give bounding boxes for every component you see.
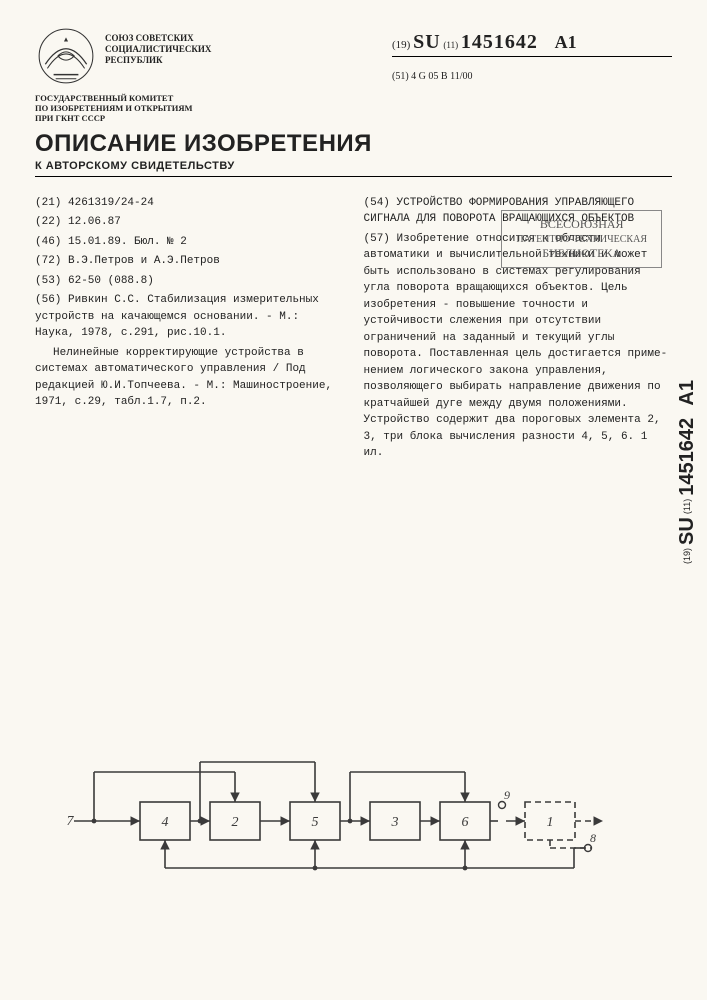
- ipc-class: (51) 4 G 05 B 11/00: [392, 71, 672, 82]
- title-rule: [35, 176, 672, 177]
- svg-text:4: 4: [162, 815, 169, 830]
- svg-text:8: 8: [590, 831, 596, 845]
- cc-prefix: (19): [392, 39, 410, 51]
- stamp-l1: ВСЕСОЮЗНАЯ: [516, 217, 647, 233]
- svg-text:6: 6: [462, 815, 469, 830]
- ipc-code: G 05 B 11/00: [419, 71, 473, 82]
- header-right: (19) SU (11) 1451642 A1 (51) 4 G 05 B 11…: [392, 25, 672, 82]
- doc-number: 1451642: [461, 31, 538, 53]
- left-column: (21) 4261319/24-24 (22) 12.06.87 (46) 15…: [35, 195, 344, 465]
- svg-text:7: 7: [67, 814, 75, 829]
- main-title: ОПИСАНИЕ ИЗОБРЕТЕНИЯ: [35, 130, 672, 158]
- svg-text:9: 9: [504, 788, 510, 802]
- diagram-svg: 7 4 2 5 3 6 1 9 8: [60, 750, 620, 910]
- header-row: СОЮЗ СОВЕТСКИХ СОЦИАЛИСТИЧЕСКИХ РЕСПУБЛИ…: [35, 25, 672, 87]
- field-46: (46) 15.01.89. Бюл. № 2: [35, 234, 344, 251]
- stamp-l2: ПАТЕНТНО-ТЕХНИЧЕСКАЯ: [516, 233, 647, 246]
- field-56: (56) Ривкин С.С. Стабилизация изме­рител…: [35, 292, 344, 342]
- subtitle: К АВТОРСКОМУ СВИДЕТЕЛЬСТВУ: [35, 160, 672, 172]
- field-21: (21) 4261319/24-24: [35, 195, 344, 212]
- side-a1: A1: [676, 380, 698, 406]
- field-53: (53) 62-50 (088.8): [35, 273, 344, 290]
- block-diagram: 7 4 2 5 3 6 1 9 8: [60, 750, 620, 930]
- ussr-emblem-icon: [35, 25, 97, 87]
- header-rule: [392, 56, 672, 57]
- svg-text:5: 5: [312, 815, 319, 830]
- field-22: (22) 12.06.87: [35, 214, 344, 231]
- side-prefix2: (11): [682, 499, 692, 514]
- side-label: (19) SU (11) 1451642 A1: [676, 380, 699, 564]
- kind-code: A1: [555, 32, 577, 52]
- ref-2: Нелинейные корректирующие устрой­ства в …: [35, 345, 344, 411]
- side-prefix: (19): [682, 548, 692, 564]
- svg-text:3: 3: [391, 815, 399, 830]
- svg-text:2: 2: [232, 815, 239, 830]
- side-su: SU: [676, 517, 698, 545]
- stamp-l3: БИБЛИОТЕКА: [516, 246, 647, 262]
- docnum-prefix: (11): [443, 40, 458, 50]
- field-72: (72) В.Э.Петров и А.Э.Петров: [35, 253, 344, 270]
- ipc-prefix: (51) 4: [392, 71, 416, 82]
- library-stamp: ВСЕСОЮЗНАЯ ПАТЕНТНО-ТЕХНИЧЕСКАЯ БИБЛИОТЕ…: [501, 210, 662, 268]
- page: СОЮЗ СОВЕТСКИХ СОЦИАЛИСТИЧЕСКИХ РЕСПУБЛИ…: [0, 0, 707, 1000]
- union-text: СОЮЗ СОВЕТСКИХ СОЦИАЛИСТИЧЕСКИХ РЕСПУБЛИ…: [105, 33, 211, 65]
- pub-line: (19) SU (11) 1451642 A1: [392, 31, 672, 54]
- country-code: SU: [413, 31, 441, 53]
- committee: ГОСУДАРСТВЕННЫЙ КОМИТЕТ ПО ИЗОБРЕТЕНИЯМ …: [35, 93, 672, 124]
- side-num: 1451642: [676, 418, 698, 496]
- svg-text:1: 1: [547, 815, 554, 830]
